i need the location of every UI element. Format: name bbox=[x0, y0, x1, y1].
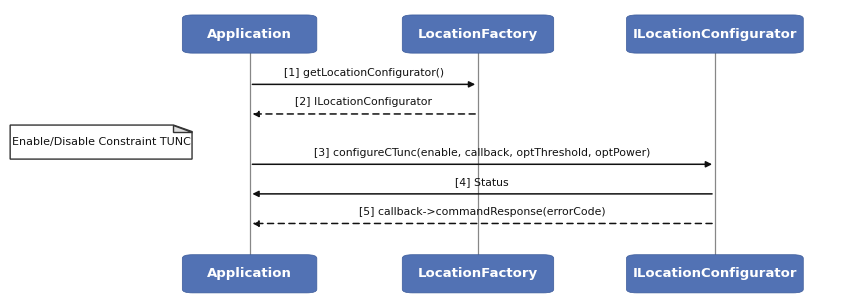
Text: [3] configureCTunc(enable, callback, optThreshold, optPower): [3] configureCTunc(enable, callback, opt… bbox=[314, 148, 651, 158]
Text: Application: Application bbox=[207, 267, 292, 280]
Polygon shape bbox=[10, 125, 192, 159]
Text: [4] Status: [4] Status bbox=[455, 177, 509, 187]
Text: Application: Application bbox=[207, 28, 292, 41]
Text: ILocationConfigurator: ILocationConfigurator bbox=[633, 267, 797, 280]
FancyBboxPatch shape bbox=[626, 15, 803, 53]
Text: [5] callback->commandResponse(errorCode): [5] callback->commandResponse(errorCode) bbox=[359, 207, 606, 217]
FancyBboxPatch shape bbox=[402, 255, 553, 293]
Text: [2] ILocationConfigurator: [2] ILocationConfigurator bbox=[295, 97, 432, 107]
FancyBboxPatch shape bbox=[626, 255, 803, 293]
FancyBboxPatch shape bbox=[182, 255, 316, 293]
Text: LocationFactory: LocationFactory bbox=[418, 28, 538, 41]
Text: ILocationConfigurator: ILocationConfigurator bbox=[633, 28, 797, 41]
Text: LocationFactory: LocationFactory bbox=[418, 267, 538, 280]
FancyBboxPatch shape bbox=[182, 15, 316, 53]
FancyBboxPatch shape bbox=[402, 15, 553, 53]
Text: Enable/Disable Constraint TUNC: Enable/Disable Constraint TUNC bbox=[12, 137, 190, 147]
Polygon shape bbox=[173, 125, 192, 131]
Text: [1] getLocationConfigurator(): [1] getLocationConfigurator() bbox=[283, 68, 444, 78]
